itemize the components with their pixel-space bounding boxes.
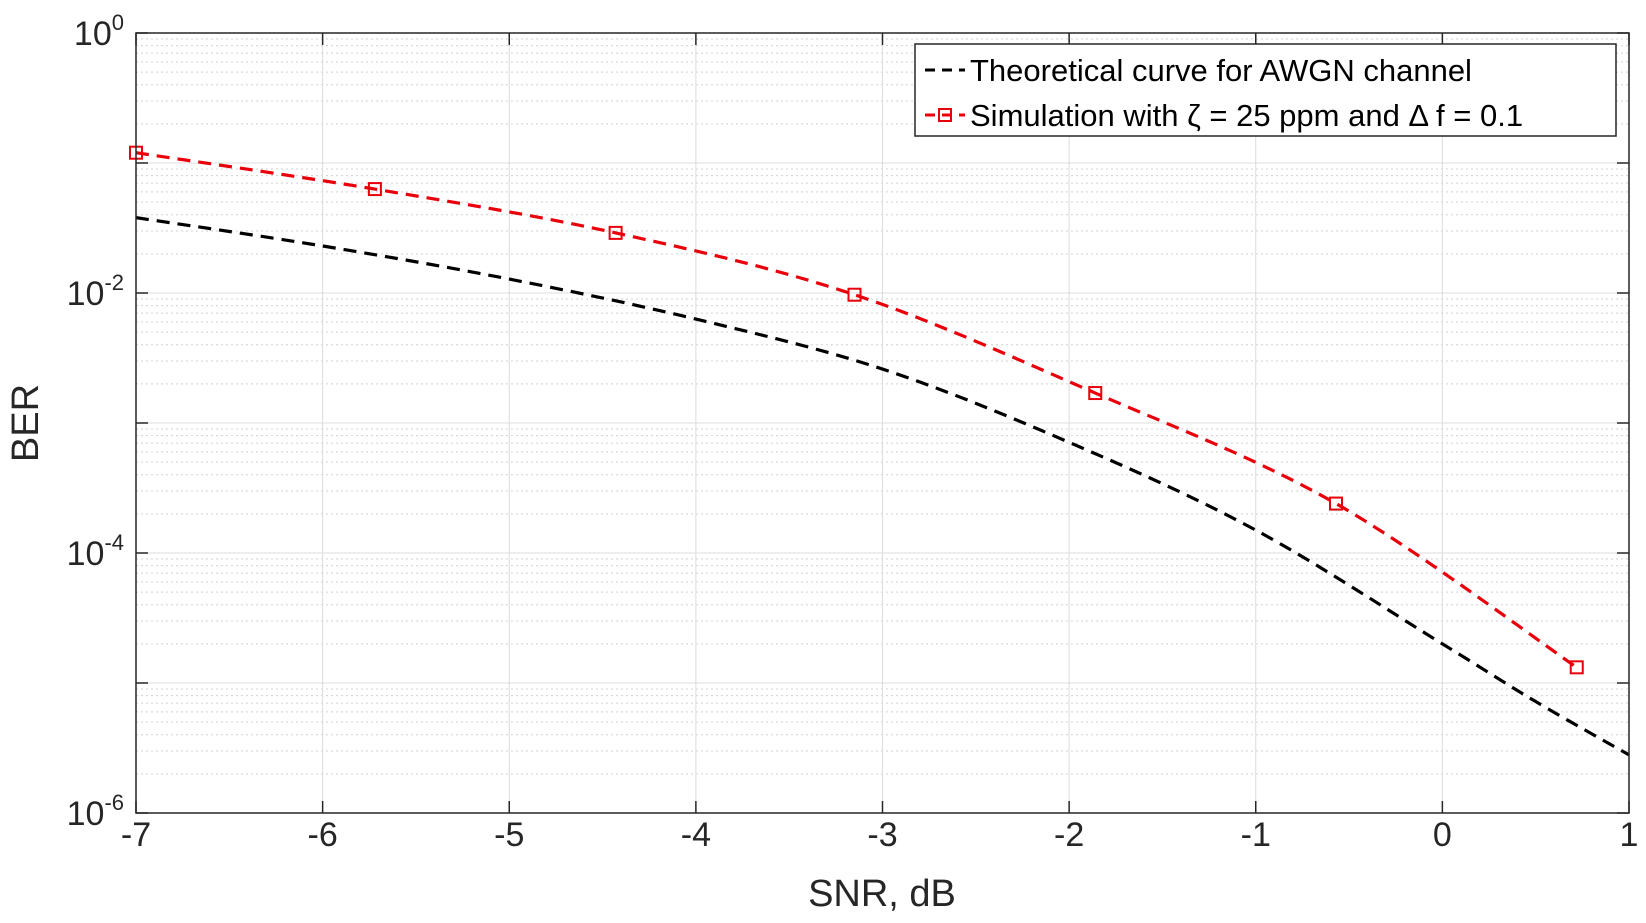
legend-label-simulation: Simulation with ζ = 25 ppm and Δ f = 0.1 xyxy=(970,98,1523,133)
x-tick-label: 0 xyxy=(1433,816,1452,854)
x-tick-label: -4 xyxy=(681,816,711,854)
series-line-0 xyxy=(135,216,1630,757)
tick-marks xyxy=(135,32,1630,814)
data-point-marker-1 xyxy=(1569,660,1584,675)
y-tick-label: 10-4 xyxy=(67,530,124,573)
x-axis-title: SNR, dB xyxy=(808,873,956,915)
y-axis-title: BER xyxy=(5,384,47,462)
data-point-marker-1 xyxy=(1328,496,1343,511)
y-tick-label: 10-2 xyxy=(67,270,124,313)
y-tick-label: 10-6 xyxy=(67,790,124,833)
legend-marker-simulation xyxy=(938,108,952,122)
x-tick-label: -1 xyxy=(1241,816,1271,854)
legend-box xyxy=(914,43,1617,137)
data-point-marker-1 xyxy=(1088,386,1103,401)
data-point-marker-1 xyxy=(367,182,382,197)
x-tick-label: -3 xyxy=(867,816,897,854)
data-point-marker-1 xyxy=(608,225,623,240)
legend-entry-simulation: Simulation with ζ = 25 ppm and Δ f = 0.1 xyxy=(925,98,1523,133)
legend-label-theoretical: Theoretical curve for AWGN channel xyxy=(970,53,1472,88)
data-point-marker-1 xyxy=(847,287,862,302)
x-tick-label: 1 xyxy=(1620,816,1639,854)
series-layer xyxy=(129,145,1630,757)
legend-entry-theoretical: Theoretical curve for AWGN channel xyxy=(925,53,1472,88)
x-tick-label: -5 xyxy=(494,816,524,854)
y-tick-label: 100 xyxy=(74,10,124,53)
x-tick-label: -7 xyxy=(121,816,151,854)
series-line-1 xyxy=(135,151,1578,669)
legend: Theoretical curve for AWGN channel Simul… xyxy=(914,43,1617,137)
x-tick-label: -2 xyxy=(1054,816,1084,854)
x-tick-label: -6 xyxy=(308,816,338,854)
y-tick-labels: 100 10-2 10-4 10-6 xyxy=(67,10,124,833)
x-tick-labels: -7 -6 -5 -4 -3 -2 -1 0 1 xyxy=(121,816,1639,854)
